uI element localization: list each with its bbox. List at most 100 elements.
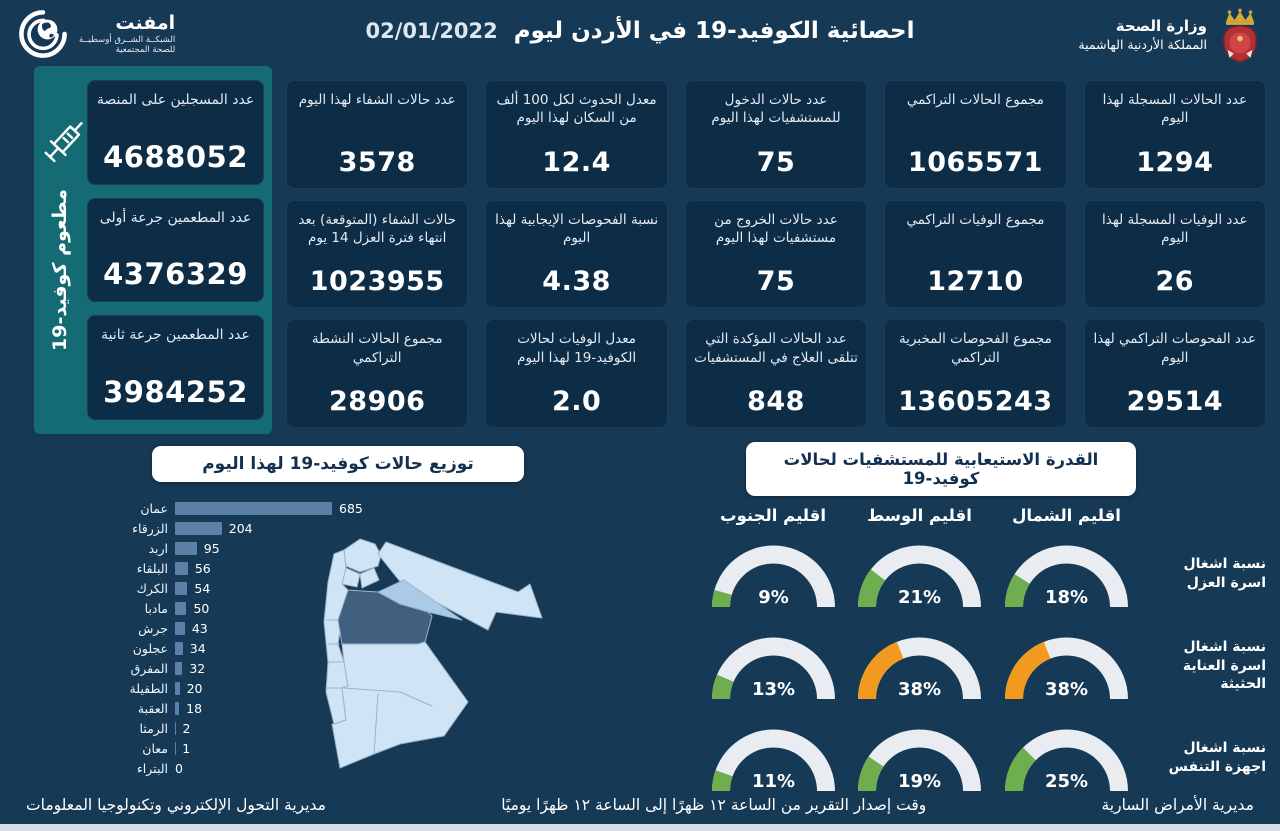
stat-card: عدد حالات الدخول للمستشفيات لهذا اليوم 75 [684,80,868,189]
gauge-row-label: نسبة اشغال اجهزة التنفس [1168,740,1266,775]
bar-row: اربد 95 [110,538,363,558]
page-header: احصائية الكوفيد-19 في الأردن ليوم 02/01/… [366,18,915,44]
bar [175,521,222,535]
stat-label: مجموع الحالات التراكمي [906,92,1044,108]
svg-text:21%: 21% [898,587,941,608]
jordan-coat-of-arms-icon [1223,8,1257,63]
gauge-row-label: نسبة اشغال اسرة العزل [1183,556,1266,591]
footer-directorate-right: مديرية الأمراض السارية [1101,796,1254,814]
stat-value: 3984252 [103,375,248,410]
stat-value: 3578 [338,146,416,178]
stat-card: مجموع الحالات التراكمي 1065571 [884,80,1067,189]
ministry-text: وزارة الصحة المملكة الأردنية الهاشمية [1078,16,1207,53]
stat-value: 4.38 [542,266,611,298]
bar-row: جرش 43 [110,618,363,638]
bar-value-label: 18 [186,700,203,716]
svg-text:25%: 25% [1045,771,1088,792]
stat-label: عدد حالات الخروج من مستشفيات لهذا اليوم [714,211,838,246]
bar-category-label: جرش [138,620,168,636]
stat-label: عدد المطعمين جرعة ثانية [101,327,250,344]
bar-category-label: الزرقاء [132,520,168,536]
gauge-panel-title: القدرة الاستيعابية للمستشفيات لحالات كوف… [746,442,1136,496]
vaccination-cards: عدد المسجلين على المنصة 4688052 عدد المطعم… [87,80,264,421]
gauge: 19% [846,715,993,801]
gauge-row-label: نسبة اشغال اسرة العناية الحثيثة [1182,638,1266,693]
vaccination-stat-card: عدد المسجلين على المنصة 4688052 [87,80,264,185]
vaccination-vertical-label: مطعوم كوفيد-19 [49,189,71,351]
stat-card: عدد الحالات المسجلة لهذا اليوم 1294 [1083,80,1266,189]
hospital-capacity-panel: القدرة الاستيعابية للمستشفيات لحالات كوف… [700,442,1268,792]
bar [175,561,188,575]
footer: مديرية الأمراض السارية وقت إصدار التقرير… [0,786,1280,824]
bar-row: العقبة 18 [110,698,363,718]
stat-label: نسبة الفحوصات الإيجابية لهذا اليوم [495,211,659,246]
stat-value: 1023955 [309,266,445,298]
stat-value: 1065571 [907,146,1043,178]
report-date: 02/01/2022 [365,19,498,43]
bar-row: الكرك 54 [110,578,363,598]
bar-chart-title: توزيع حالات كوفيد-19 لهذا اليوم [152,446,524,482]
stat-label: حالات الشفاء (المتوقعة) بعد انتهاء فترة … [298,211,457,246]
bar-row: عجلون 34 [110,638,363,658]
bar-category-label: مادبا [144,600,168,616]
gauge: 21% [846,531,993,617]
bar-value-label: 43 [191,620,208,636]
svg-text:9%: 9% [758,587,789,608]
stat-value: 26 [1155,266,1195,298]
ministry-name: وزارة الصحة [1115,17,1207,36]
bar-value-label: 20 [186,680,203,696]
stat-card: عدد حالات الشفاء لهذا اليوم 3578 [286,80,469,189]
emphnet-logo: امفنت الشبكــة الشــرق أوسطيــة للصحة ال… [16,7,175,61]
stat-value: 75 [756,266,796,298]
footer-report-time: وقت إصدار التقرير من الساعة ١٢ ظهرًا إلى… [501,796,927,814]
stat-card: معدل الوفيات لحالات الكوفيد-19 لهذا اليو… [485,319,668,428]
emphnet-name: امفنت [115,12,176,35]
bar-category-label: البلقاء [136,560,168,576]
bar-value-label: 2 [182,720,191,736]
stat-value: 4376329 [103,257,248,292]
region-header: اقليم الجنوب [719,506,827,525]
stat-label: عدد حالات الدخول للمستشفيات لهذا اليوم [711,92,841,127]
gauge: 25% [993,715,1140,801]
bar-row: المفرق 32 [110,658,363,678]
daily-distribution-panel: توزيع حالات كوفيد-19 لهذا اليوم عمان 685 ا… [110,446,676,791]
bar [175,661,183,675]
svg-text:38%: 38% [898,679,941,700]
stat-label: عدد المطعمين جرعة أولى [99,209,252,226]
stat-label: عدد الفحوصات التراكمي لهذا اليوم [1093,331,1257,366]
gauge: 38% [846,623,993,709]
bar-value-label: 56 [194,560,211,576]
page-title: احصائية الكوفيد-19 في الأردن ليوم [513,18,915,44]
svg-text:13%: 13% [751,679,794,700]
bar-row: معان 1 [110,738,363,758]
bar-value-label: 95 [203,540,220,556]
bar-category-label: الطفيلة [129,680,168,696]
bar [175,541,197,555]
emphnet-subtitle-1: الشبكــة الشــرق أوسطيــة [79,35,176,46]
stat-label: معدل الوفيات لحالات الكوفيد-19 لهذا اليو… [517,331,637,366]
bar-row: الرمثا 2 [110,718,363,738]
stat-card: عدد الفحوصات التراكمي لهذا اليوم 29514 [1083,319,1266,428]
stat-label: عدد الحالات المؤكدة التي تتلقى العلاج في… [694,331,858,366]
bar-category-label: العقبة [137,700,168,716]
stat-card: عدد الوفيات المسجلة لهذا اليوم 26 [1083,199,1266,309]
bar-category-label: المفرق [130,660,168,676]
bar [175,681,180,695]
stat-value: 1294 [1136,146,1214,178]
bar-value-label: 34 [189,640,206,656]
stat-value: 848 [747,385,805,417]
bar [175,501,332,515]
stat-card: معدل الحدوث لكل 100 ألف من السكان لهذا ا… [485,80,668,189]
bar-row: البلقاء 56 [110,558,363,578]
stat-value: 29514 [1126,385,1224,417]
bar-value-label: 32 [189,660,206,676]
stat-value: 12.4 [542,146,611,178]
ministry-kingdom: المملكة الأردنية الهاشمية [1078,36,1207,52]
bar-row: عمان 685 [110,498,363,518]
stat-label: عدد الحالات المسجلة لهذا اليوم [1102,92,1248,127]
bar [175,601,187,615]
bar [175,701,180,715]
region-header: اقليم الشمال [1012,506,1121,525]
bar-category-label: الكرك [136,580,168,596]
stat-card: عدد حالات الخروج من مستشفيات لهذا اليوم 7… [684,199,868,309]
